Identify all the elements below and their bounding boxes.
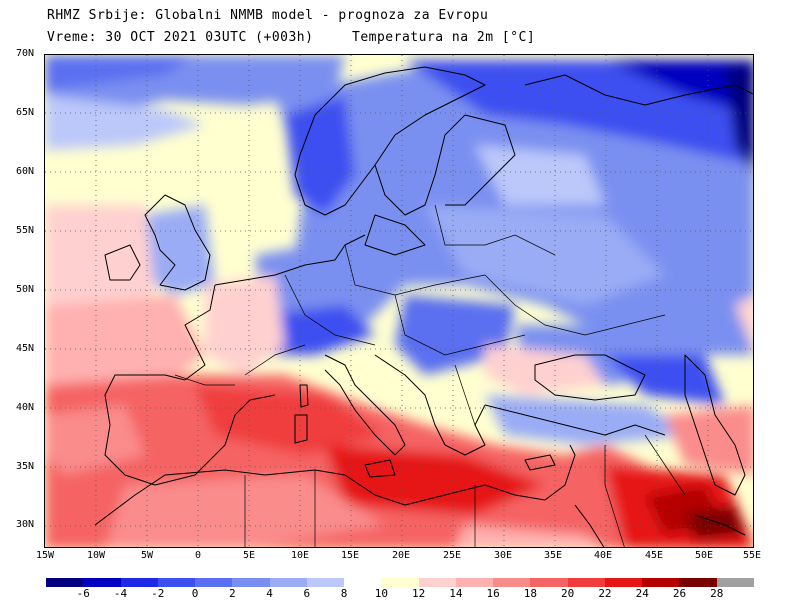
colorbar-swatch bbox=[493, 578, 531, 587]
colorbar-label: 6 bbox=[303, 587, 311, 600]
forecast-time: Vreme: 30 OCT 2021 03UTC (+003h) bbox=[47, 30, 314, 45]
lon-label-40e: 40E bbox=[593, 550, 613, 561]
colorbar-label: 18 bbox=[523, 587, 538, 600]
temperature-map[interactable] bbox=[44, 54, 754, 548]
colorbar-label: 8 bbox=[340, 587, 348, 600]
lat-label-70n: 70N bbox=[16, 48, 35, 59]
lat-label-55n: 55N bbox=[16, 225, 35, 236]
colorbar-swatch bbox=[418, 578, 457, 587]
colorbar-label: 24 bbox=[635, 587, 649, 600]
lon-label-25e: 25E bbox=[442, 550, 462, 561]
lon-label-15e: 15E bbox=[340, 550, 360, 561]
colorbar-swatch bbox=[232, 578, 271, 587]
country-borders bbox=[174, 204, 686, 547]
colorbar-label: -6 bbox=[76, 587, 90, 600]
lat-label-50n: 50N bbox=[16, 284, 35, 295]
lon-label-45e: 45E bbox=[644, 550, 664, 561]
graticule bbox=[45, 55, 753, 547]
lat-label-40n: 40N bbox=[16, 402, 35, 413]
colorbar-label: 28 bbox=[710, 587, 724, 600]
lat-label-30n: 30N bbox=[16, 519, 35, 530]
colorbar-label: 4 bbox=[266, 587, 273, 600]
lon-label-50e: 50E bbox=[694, 550, 714, 561]
colorbar-label: 10 bbox=[374, 587, 388, 600]
colorbar-label: 14 bbox=[449, 587, 463, 600]
colorbar-swatch bbox=[157, 578, 196, 587]
colorbar-label: -2 bbox=[151, 587, 165, 600]
temperature-colorbar bbox=[46, 578, 755, 587]
lat-label-35n: 35N bbox=[16, 461, 35, 472]
lon-label-10e: 10E bbox=[290, 550, 310, 561]
map-title: RHMZ Srbije: Globalni NMMB model - progn… bbox=[47, 8, 489, 23]
colorbar-label: 20 bbox=[561, 587, 575, 600]
lon-label-0: 0 bbox=[194, 550, 202, 561]
colorbar-swatch bbox=[716, 578, 755, 587]
colorbar-swatch bbox=[344, 578, 382, 587]
lon-label-15w: 15W bbox=[35, 550, 55, 561]
lon-label-35e: 35E bbox=[543, 550, 563, 561]
variable-name: Temperatura na 2m [°C] bbox=[352, 30, 536, 45]
colorbar-swatch bbox=[381, 578, 420, 587]
colorbar-swatch bbox=[120, 578, 159, 587]
lat-label-60n: 60N bbox=[16, 166, 35, 177]
colorbar-swatch bbox=[306, 578, 345, 587]
colorbar-label: 26 bbox=[672, 587, 687, 600]
colorbar-swatch bbox=[269, 578, 308, 587]
colorbar-swatch bbox=[46, 578, 84, 587]
lon-label-55e: 55E bbox=[742, 550, 762, 561]
colorbar-label: 0 bbox=[191, 587, 199, 600]
lon-label-10w: 10W bbox=[86, 550, 106, 561]
colorbar-swatch bbox=[530, 578, 569, 587]
coastlines bbox=[94, 66, 753, 547]
lon-label-5e: 5E bbox=[242, 550, 256, 561]
colorbar-swatch bbox=[567, 578, 606, 587]
colorbar-swatch bbox=[679, 578, 718, 587]
lon-label-20e: 20E bbox=[391, 550, 411, 561]
map-canvas bbox=[45, 55, 753, 547]
colorbar-swatch bbox=[195, 578, 233, 587]
colorbar-swatch bbox=[83, 578, 121, 587]
colorbar-swatch bbox=[455, 578, 494, 587]
colorbar-label: 22 bbox=[598, 587, 612, 600]
colorbar-swatch bbox=[604, 578, 643, 587]
lon-label-5w: 5W bbox=[140, 550, 154, 561]
lat-label-65n: 65N bbox=[16, 107, 35, 118]
colorbar-swatch bbox=[642, 578, 680, 587]
colorbar-label: 12 bbox=[412, 587, 426, 600]
lat-label-45n: 45N bbox=[16, 343, 35, 354]
colorbar-label: -4 bbox=[113, 587, 128, 600]
colorbar-label: 16 bbox=[486, 587, 500, 600]
colorbar-label: 2 bbox=[229, 587, 236, 600]
lon-label-30e: 30E bbox=[493, 550, 513, 561]
